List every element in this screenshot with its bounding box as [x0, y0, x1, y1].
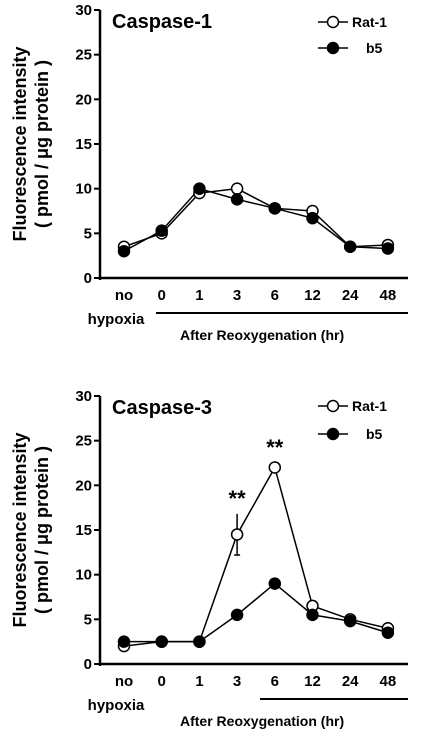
y-tick-label: 30: [75, 2, 92, 19]
data-point-b5: [117, 635, 131, 648]
y-tick-label: 20: [75, 91, 92, 108]
data-point-b5: [155, 224, 168, 237]
y-tick-label: 15: [75, 522, 92, 539]
x-tick-label: no: [115, 287, 133, 304]
series-line-b5: [124, 582, 389, 643]
y-axis-label-unit: ( pmol / μg protein ): [32, 60, 52, 228]
x-tick-label: no: [115, 673, 133, 690]
y-tick-label: 0: [84, 656, 92, 673]
x-tick-label: 1: [195, 673, 203, 690]
x-tick-sublabel: hypoxia: [88, 311, 145, 328]
y-tick-label: 30: [75, 388, 92, 405]
significance-marker: **: [229, 486, 247, 511]
data-point-b5: [343, 614, 357, 628]
legend-marker: [326, 427, 340, 441]
y-tick-label: 0: [84, 270, 92, 287]
chart-title: Caspase-1: [112, 11, 212, 33]
x-tick-label: 24: [342, 673, 359, 690]
x-tick-label: 48: [380, 673, 397, 690]
x-tick-label: 1: [195, 287, 203, 304]
y-axis-label-unit: ( pmol / μg protein ): [32, 446, 52, 614]
data-point-b5: [193, 635, 206, 648]
chart-panel-2: 0 5 10 15 20 25 30 no 0 1 3 6 12 24 48 hypoxia After Reo…: [10, 388, 408, 729]
y-tick-label: 10: [75, 181, 92, 198]
x-tick-label: 48: [380, 287, 397, 304]
legend-label: b5: [366, 40, 383, 56]
data-point-rat-1: [230, 528, 244, 541]
y-tick-label: 5: [84, 611, 92, 628]
data-point-b5: [230, 608, 244, 622]
y-axis-label: Fluorescence intensity: [10, 432, 30, 627]
legend-label: Rat-1: [352, 398, 387, 414]
chart-panel-1: 0 5 10 15 20 25 30 no 0 1 3 6 12 24 48 hypoxia After Reo…: [10, 2, 408, 343]
data-point-b5: [117, 244, 131, 258]
data-point-b5: [268, 202, 282, 215]
significance-marker: **: [266, 435, 284, 460]
legend-marker: [326, 41, 340, 55]
data-point-b5: [193, 182, 206, 195]
x-tick-label: 12: [304, 673, 321, 690]
x-tick-label: 6: [271, 287, 279, 304]
data-point-b5: [343, 240, 357, 253]
x-tick-label: 12: [304, 287, 321, 304]
y-tick-label: 15: [75, 136, 92, 153]
x-axis-label: After Reoxygenation (hr): [180, 327, 344, 343]
data-point-b5: [306, 608, 319, 622]
legend-label: b5: [366, 426, 383, 442]
x-tick-sublabel: hypoxia: [88, 697, 145, 714]
legend-marker: [326, 399, 340, 413]
y-tick-label: 20: [75, 477, 92, 494]
data-point-rat-1: [268, 461, 282, 474]
data-point-b5: [381, 242, 395, 255]
legend-marker: [326, 15, 340, 29]
legend-label: Rat-1: [352, 14, 387, 30]
data-point-rat-1: [230, 182, 244, 195]
data-point-b5: [306, 211, 319, 225]
y-axis-label: Fluorescence intensity: [10, 46, 30, 241]
x-tick-label: 3: [233, 673, 241, 690]
x-tick-label: 24: [342, 287, 359, 304]
y-tick-label: 10: [75, 567, 92, 584]
chart-title: Caspase-3: [112, 397, 212, 419]
data-point-b5: [381, 626, 395, 639]
x-tick-label: 6: [271, 673, 279, 690]
y-tick-label: 25: [75, 433, 92, 450]
y-tick-label: 25: [75, 47, 92, 64]
series-line-b5: [123, 187, 388, 252]
x-tick-label: 0: [158, 287, 166, 304]
x-tick-label: 3: [233, 287, 241, 304]
series-line-rat-1: [123, 187, 388, 248]
y-tick-label: 5: [84, 225, 92, 242]
x-axis-label: After Reoxygenation (hr): [180, 713, 344, 729]
x-tick-label: 0: [158, 673, 166, 690]
data-point-b5: [268, 577, 282, 590]
data-point-b5: [155, 635, 168, 648]
data-point-b5: [230, 193, 244, 206]
